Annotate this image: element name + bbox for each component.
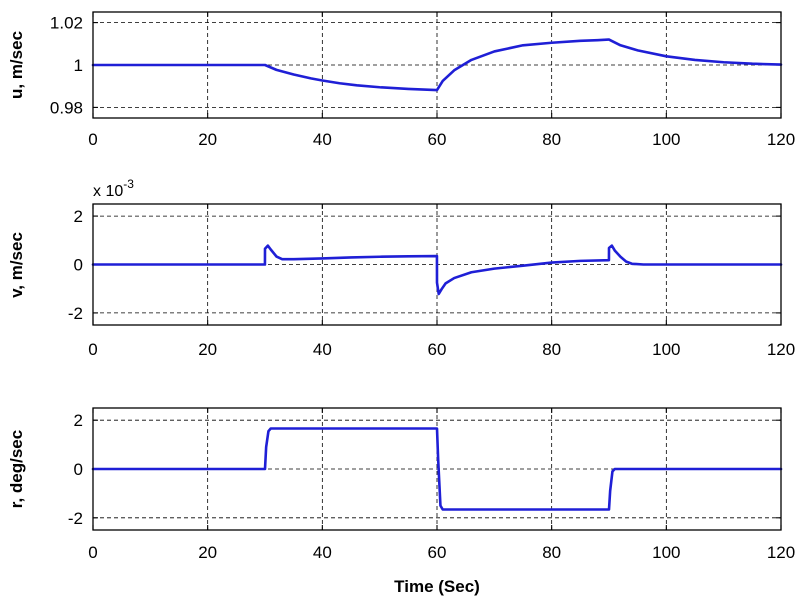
chart-2-x-tick-label-2: 40 [313, 543, 332, 562]
chart-1-x-tick-label-6: 120 [767, 340, 795, 359]
chart-2-x-tick-label-3: 60 [428, 543, 447, 562]
panel-v-velocity: 0 20 40 60 80 100 120 -2 0 2 v, m/sec x 10-3 [7, 177, 795, 359]
chart-2-y-tick-label-0: -2 [68, 509, 83, 528]
chart-0-series-line-0 [91, 38, 783, 92]
chart-0-x-tick-label-2: 40 [313, 130, 332, 149]
chart-1-y-axis-label: v, m/sec [7, 232, 26, 298]
chart-0-x-tick-label-0: 0 [88, 130, 97, 149]
chart-0-x-tick-label-1: 20 [198, 130, 217, 149]
chart-0-x-tick-label-3: 60 [428, 130, 447, 149]
chart-1-axis-multiplier: x 10-3 [93, 177, 134, 200]
chart-1-y-tick-label-0: -2 [68, 304, 83, 323]
chart-0-y-tick-label-2: 1.02 [50, 14, 83, 33]
chart-2-x-tick-label-6: 120 [767, 543, 795, 562]
chart-2-x-tick-label-1: 20 [198, 543, 217, 562]
chart-1-x-tick-label-2: 40 [313, 340, 332, 359]
chart-1-axis-multiplier-base: x 10 [93, 183, 123, 200]
chart-0-x-tick-label-5: 100 [652, 130, 680, 149]
chart-1-y-tick-label-1: 0 [74, 256, 83, 275]
chart-0-y-axis-label: u, m/sec [7, 31, 26, 99]
chart-2-x-tick-label-4: 80 [542, 543, 561, 562]
chart-2-axes-frame [92, 407, 782, 531]
chart-0-y-tick-label-0: 0.98 [50, 98, 83, 117]
panel-r-yaw-rate: 0 20 40 60 80 100 120 -2 0 2 r, deg/sec Time (Sec) [7, 407, 795, 596]
chart-2-x-tick-label-5: 100 [652, 543, 680, 562]
chart-1-series-line-0 [91, 244, 783, 296]
chart-2-y-axis-label: r, deg/sec [7, 430, 26, 508]
panel-u-velocity: 0 20 40 60 80 100 120 0.98 1 1.02 u, m/sec [7, 11, 795, 149]
chart-0-x-tick-label-6: 120 [767, 130, 795, 149]
chart-0-axes-frame [92, 11, 782, 119]
chart-1-axis-multiplier-exponent: -3 [123, 177, 134, 191]
chart-1-x-tick-label-4: 80 [542, 340, 561, 359]
chart-1-x-tick-label-5: 100 [652, 340, 680, 359]
chart-1-x-tick-label-1: 20 [198, 340, 217, 359]
chart-2-x-axis-label: Time (Sec) [394, 577, 480, 596]
chart-2-y-tick-label-2: 2 [74, 411, 83, 430]
chart-0-x-tick-label-4: 80 [542, 130, 561, 149]
chart-0-y-tick-label-1: 1 [74, 56, 83, 75]
chart-2-series-line-0 [91, 427, 783, 511]
chart-2-y-tick-label-1: 0 [74, 460, 83, 479]
chart-1-axes-frame [92, 203, 782, 326]
chart-2-x-tick-label-0: 0 [88, 543, 97, 562]
chart-1-y-tick-label-2: 2 [74, 207, 83, 226]
chart-1-x-tick-label-3: 60 [428, 340, 447, 359]
chart-1-x-tick-label-0: 0 [88, 340, 97, 359]
